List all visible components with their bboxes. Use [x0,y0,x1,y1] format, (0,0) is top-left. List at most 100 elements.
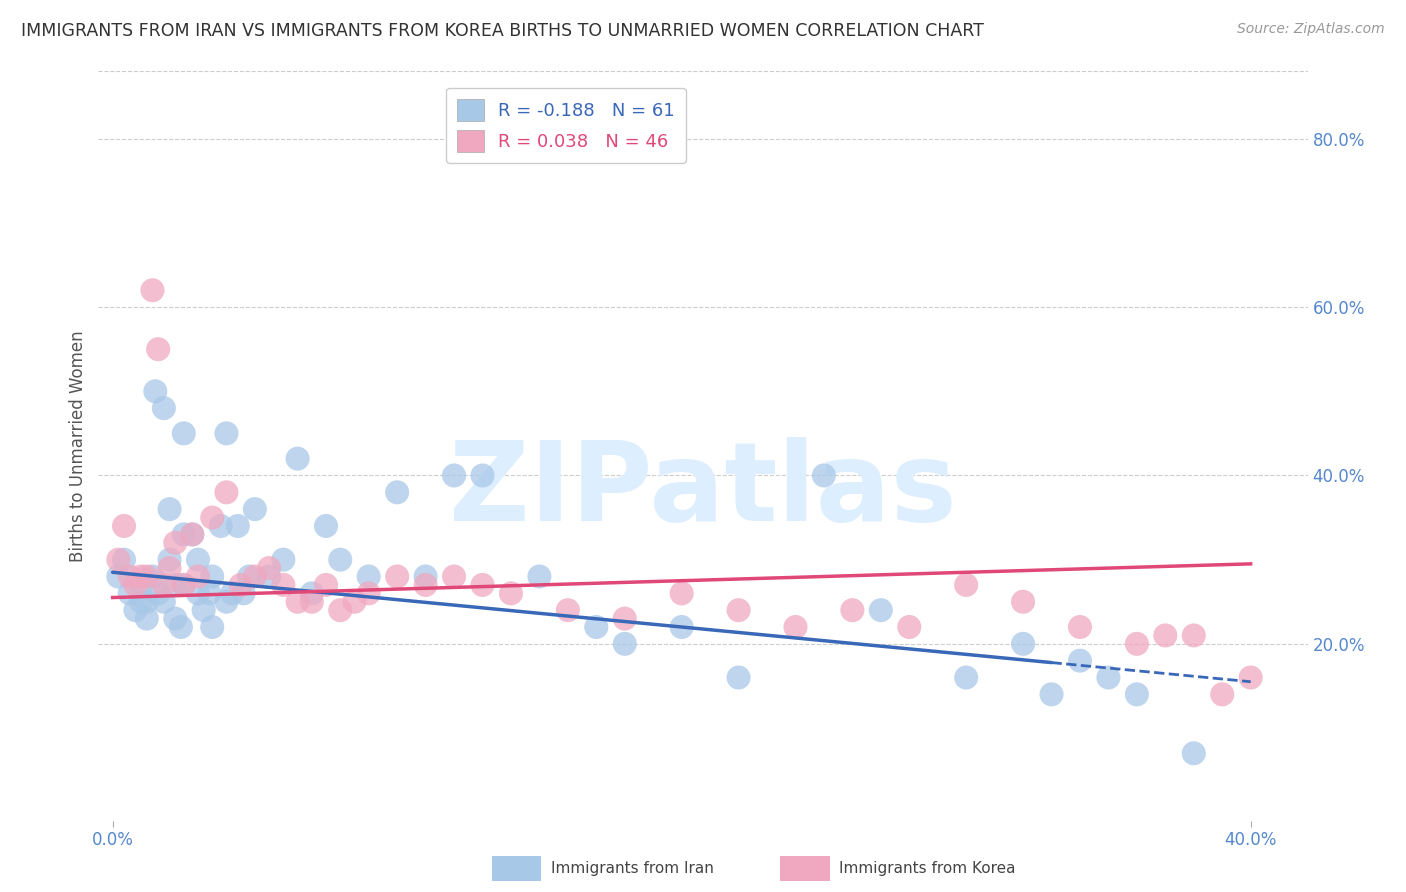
Point [1069,654,1091,668]
Point [385,485,408,500]
Point [898,620,921,634]
Point [193,603,215,617]
Point [221,586,243,600]
Point [529,569,551,583]
Point [124,578,146,592]
Point [187,552,209,566]
Text: IMMIGRANTS FROM IRAN VS IMMIGRANTS FROM KOREA BIRTHS TO UNMARRIED WOMEN CORRELAT: IMMIGRANTS FROM IRAN VS IMMIGRANTS FROM … [21,22,984,40]
Point [613,637,636,651]
Point [226,519,249,533]
Point [1012,595,1035,609]
Point [785,620,807,634]
Point [727,603,749,617]
Point [557,603,579,617]
Point [173,527,195,541]
Point [955,671,977,685]
Point [301,586,323,600]
Point [1012,637,1035,651]
Point [243,569,266,583]
Point [1182,628,1205,642]
Point [955,578,977,592]
Y-axis label: Births to Unmarried Women: Births to Unmarried Women [69,330,87,562]
Point [357,569,380,583]
Point [727,671,749,685]
Point [181,527,204,541]
Point [273,552,295,566]
Point [257,561,280,575]
Point [1126,687,1149,701]
Point [165,578,187,592]
Point [301,595,323,609]
Point [141,283,163,297]
Point [343,595,366,609]
Point [170,620,193,634]
Point [124,603,146,617]
Point [471,468,494,483]
Point [107,569,129,583]
Point [315,519,337,533]
Point [671,620,693,634]
Point [1240,671,1263,685]
Point [135,595,157,609]
Point [841,603,863,617]
Point [112,519,135,533]
Text: Source: ZipAtlas.com: Source: ZipAtlas.com [1237,22,1385,37]
Point [229,578,252,592]
Point [165,536,187,550]
Point [232,586,254,600]
Point [173,426,195,441]
Point [215,485,238,500]
Point [118,586,141,600]
Point [146,342,169,356]
Point [1182,746,1205,760]
Point [201,510,224,524]
Point [112,552,135,566]
Text: ZIPatlas: ZIPatlas [449,437,957,544]
Point [1097,671,1119,685]
Point [129,595,152,609]
Point [499,586,522,600]
Point [173,578,195,592]
Point [613,611,636,625]
Point [415,578,437,592]
Point [329,552,352,566]
Point [181,527,204,541]
Point [238,569,260,583]
Legend: R = -0.188   N = 61, R = 0.038   N = 46: R = -0.188 N = 61, R = 0.038 N = 46 [446,88,686,162]
Point [273,578,295,592]
Point [869,603,891,617]
Point [357,586,380,600]
Point [813,468,835,483]
Point [287,451,309,466]
Point [1040,687,1063,701]
Point [201,569,224,583]
Point [415,569,437,583]
Point [135,611,157,625]
Point [1126,637,1149,651]
Point [1154,628,1177,642]
Point [443,569,465,583]
Point [141,569,163,583]
Point [315,578,337,592]
Point [159,552,181,566]
Point [201,620,224,634]
Point [159,502,181,516]
Point [287,595,309,609]
Point [385,569,408,583]
Point [173,578,195,592]
Point [153,578,176,592]
Point [443,468,465,483]
Point [215,426,238,441]
Point [107,552,129,566]
Point [153,401,176,416]
Point [146,586,169,600]
Point [187,586,209,600]
Point [671,586,693,600]
Point [257,569,280,583]
Point [118,569,141,583]
Point [129,578,152,592]
Point [209,519,232,533]
Point [135,569,157,583]
Point [471,578,494,592]
Text: Immigrants from Korea: Immigrants from Korea [839,862,1017,876]
